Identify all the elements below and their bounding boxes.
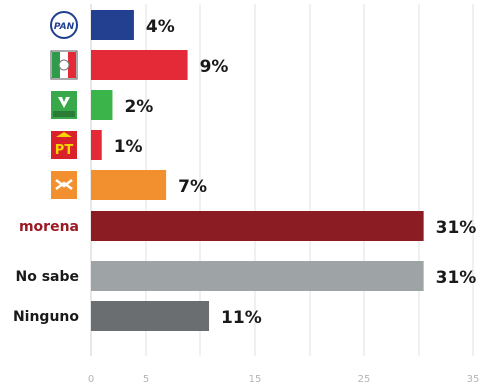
category-label: No sabe [15,269,79,285]
bar-mc [91,170,167,200]
data-label: 4% [146,17,175,37]
bar-no-sabe [91,261,424,291]
x-tick-label: 35 [467,374,480,385]
data-label: 31% [436,268,477,288]
pri-logo-center [58,59,70,71]
bar-pri [91,50,188,80]
pan-logo-ring [50,11,78,39]
x-tick-label: 25 [358,374,371,385]
party-logo-pan: PAN [50,11,78,39]
data-label: 11% [221,308,262,328]
data-label: 31% [436,218,477,238]
pri-logo-red [68,52,76,78]
bar-morena [91,211,424,241]
pt-logo-text: PT [55,143,74,158]
data-label: 7% [178,177,207,197]
pri-logo-green [52,52,60,78]
party-logo-pt: PT [51,131,77,159]
category-label: morena [19,219,79,235]
verde-logo-mark [58,97,70,108]
party-logo-verde [51,91,77,119]
x-tick-label: 5 [143,374,149,385]
bar-verde [91,90,113,120]
category-label: Ninguno [13,309,79,325]
pan-logo-text: PAN [54,22,75,32]
data-label: 9% [200,57,229,77]
mc-logo-eagle [55,179,73,190]
party-logo-mc [51,171,77,199]
pt-logo-star [56,132,72,137]
bar-pan [91,10,134,40]
x-tick-label: 15 [249,374,262,385]
data-label: 1% [114,137,143,157]
data-label: 2% [124,97,153,117]
x-tick-label: 0 [88,374,94,385]
party-logo-pri [50,50,78,80]
bar-ninguno [91,301,210,331]
verde-logo-band [53,111,75,117]
bar-pt [91,130,102,160]
